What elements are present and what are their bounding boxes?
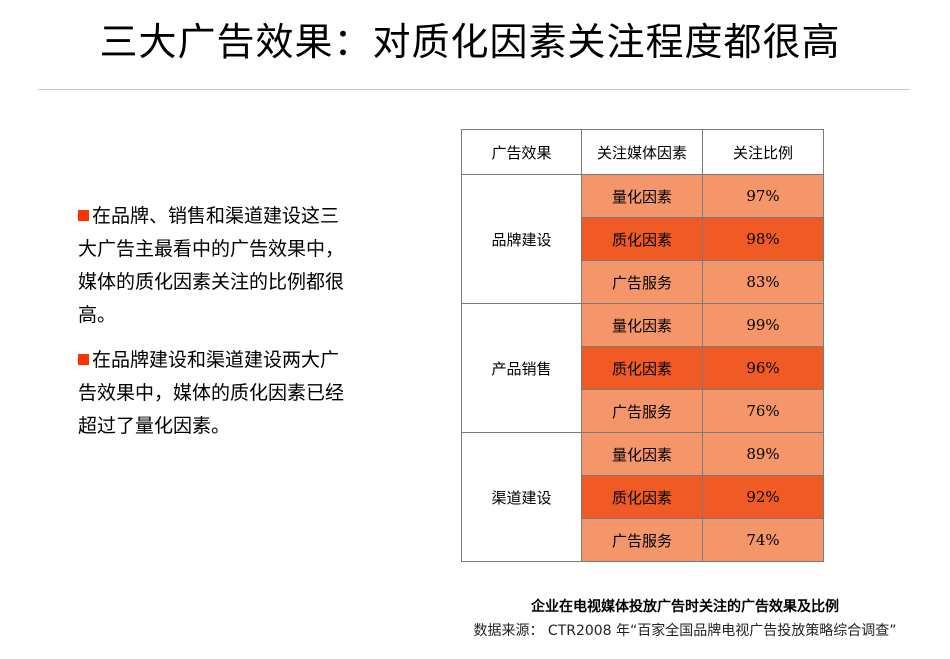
bullet-text: 在品牌、销售和渠道建设这三大广告主最看中的广告效果中，媒体的质化因素关注的比例都… bbox=[78, 205, 345, 326]
factor-cell: 质化因素 bbox=[581, 475, 703, 519]
square-bullet-icon bbox=[78, 354, 89, 365]
table-row: 广告服务 74% bbox=[462, 518, 824, 562]
group-cell: 品牌建设 bbox=[461, 174, 582, 304]
table-row: 品牌建设 量化因素 97% bbox=[461, 174, 824, 304]
data-table: 广告效果 关注媒体因素 关注比例 品牌建设 量化因素 97% 质化因素 98% … bbox=[461, 129, 824, 562]
column-header: 关注比例 bbox=[702, 129, 824, 175]
title-divider bbox=[38, 89, 910, 90]
group-cell: 产品销售 bbox=[461, 303, 582, 433]
ratio-cell: 74% bbox=[702, 518, 824, 562]
table-row: 质化因素 98% bbox=[462, 217, 824, 261]
column-header: 关注媒体因素 bbox=[581, 129, 703, 175]
bullet-item: 在品牌建设和渠道建设两大广告效果中，媒体的质化因素已经超过了量化因素。 bbox=[78, 344, 350, 443]
table-row: 质化因素 92% bbox=[462, 475, 824, 519]
group-cell: 渠道建设 bbox=[461, 432, 582, 562]
table-header-row: 广告效果 关注媒体因素 关注比例 bbox=[461, 129, 824, 175]
bullet-list: 在品牌、销售和渠道建设这三大广告主最看中的广告效果中，媒体的质化因素关注的比例都… bbox=[78, 200, 350, 455]
table-caption: 企业在电视媒体投放广告时关注的广告效果及比例 bbox=[531, 599, 839, 615]
table-row: 渠道建设 量化因素 89% bbox=[461, 432, 824, 562]
ratio-cell: 99% bbox=[702, 303, 824, 347]
ratio-cell: 98% bbox=[702, 217, 824, 261]
table-row: 广告服务 76% bbox=[462, 389, 824, 433]
factor-cell: 质化因素 bbox=[581, 217, 703, 261]
factor-cell: 广告服务 bbox=[581, 260, 703, 304]
ratio-cell: 96% bbox=[702, 346, 824, 390]
ratio-cell: 76% bbox=[702, 389, 824, 433]
column-header: 广告效果 bbox=[461, 129, 582, 175]
ratio-cell: 89% bbox=[702, 432, 824, 476]
factor-cell: 质化因素 bbox=[581, 346, 703, 390]
table-row: 质化因素 96% bbox=[462, 346, 824, 390]
bullet-item: 在品牌、销售和渠道建设这三大广告主最看中的广告效果中，媒体的质化因素关注的比例都… bbox=[78, 200, 350, 332]
bullet-text: 在品牌建设和渠道建设两大广告效果中，媒体的质化因素已经超过了量化因素。 bbox=[78, 349, 345, 437]
ratio-cell: 83% bbox=[702, 260, 824, 304]
table-row: 广告服务 83% bbox=[462, 260, 824, 304]
factor-cell: 广告服务 bbox=[581, 389, 703, 433]
table-row: 产品销售 量化因素 99% bbox=[461, 303, 824, 433]
square-bullet-icon bbox=[78, 210, 89, 221]
page-title: 三大广告效果：对质化因素关注程度都很高 bbox=[99, 20, 841, 64]
factor-cell: 量化因素 bbox=[581, 303, 703, 347]
ratio-cell: 92% bbox=[702, 475, 824, 519]
factor-cell: 量化因素 bbox=[581, 174, 703, 218]
factor-cell: 广告服务 bbox=[581, 518, 703, 562]
factor-cell: 量化因素 bbox=[581, 432, 703, 476]
data-source: 数据来源： CTR2008 年“百家全国品牌电视广告投放策略综合调查” bbox=[473, 623, 897, 639]
ratio-cell: 97% bbox=[702, 174, 824, 218]
